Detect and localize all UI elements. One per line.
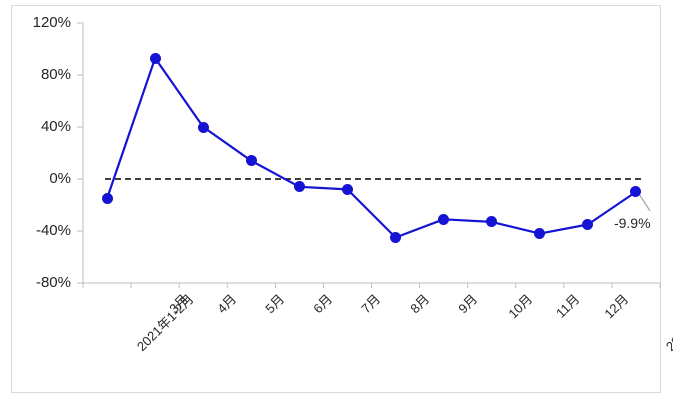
y-axis-ticks (77, 22, 83, 284)
data-point[interactable] (630, 186, 642, 198)
y-axis-tick-label: -40% (35, 222, 71, 239)
data-point[interactable] (438, 213, 450, 225)
data-point[interactable] (197, 121, 209, 133)
data-annotation-label: -9.9% (613, 214, 651, 231)
y-axis-tick-label: 120% (32, 14, 71, 31)
data-point[interactable] (582, 219, 594, 230)
x-axis-ticks (82, 283, 661, 288)
y-axis-tick-label: 0% (49, 170, 71, 187)
data-point[interactable] (390, 232, 402, 243)
y-axis-tick-label: -80% (35, 274, 71, 291)
data-point[interactable] (534, 228, 546, 240)
data-point[interactable] (245, 155, 257, 167)
data-point[interactable] (293, 181, 305, 193)
data-point[interactable] (149, 52, 161, 64)
data-point[interactable] (341, 183, 353, 195)
y-axis-tick-label: 80% (40, 66, 71, 83)
annotation-leader-line (638, 193, 651, 212)
y-axis-tick-label: 40% (40, 118, 71, 135)
data-point[interactable] (486, 216, 498, 228)
series-line-path (105, 56, 638, 239)
data-point[interactable] (101, 193, 113, 204)
chart-frame (11, 5, 661, 393)
